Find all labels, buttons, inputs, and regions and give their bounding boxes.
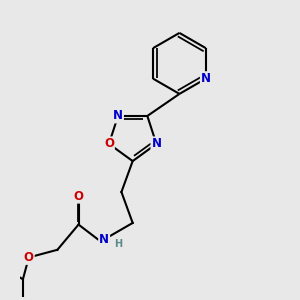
- Text: N: N: [201, 72, 211, 85]
- Text: N: N: [152, 137, 161, 150]
- Text: N: N: [99, 233, 109, 246]
- Text: O: O: [74, 190, 83, 203]
- Text: N: N: [113, 110, 123, 122]
- Text: O: O: [24, 251, 34, 264]
- Text: H: H: [114, 238, 122, 248]
- Text: O: O: [104, 137, 114, 150]
